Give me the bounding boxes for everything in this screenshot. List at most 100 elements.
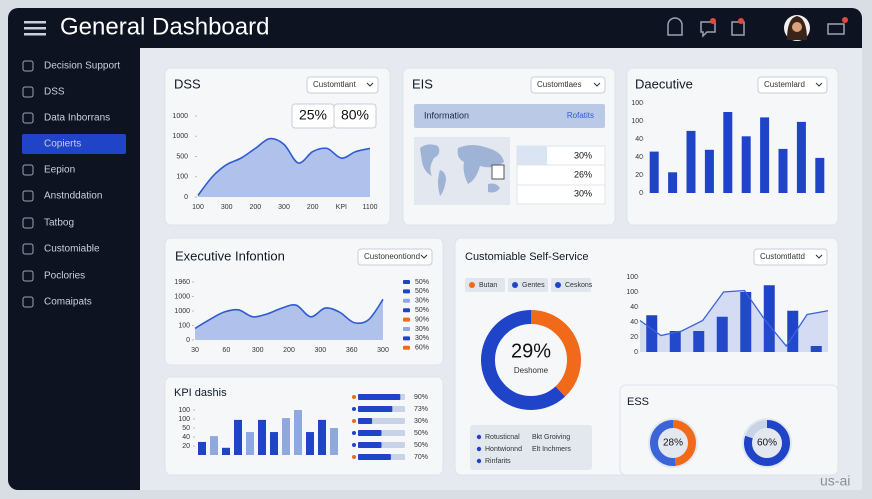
note: Hontwionnd <box>485 446 522 453</box>
sidebar-item[interactable]: Tatbog <box>44 218 74 229</box>
bar <box>796 121 806 193</box>
legend-swatch <box>403 317 410 322</box>
sidebar-icon <box>22 217 34 229</box>
bar <box>763 285 775 352</box>
bar <box>294 410 302 455</box>
dropdown-box <box>757 76 828 94</box>
table-value: 26% <box>574 169 592 179</box>
continent <box>457 145 504 184</box>
combo-line <box>639 289 829 348</box>
dropdown-label: Customtlattd <box>760 252 805 261</box>
bar <box>330 428 338 455</box>
legend-label: 30% <box>415 326 429 333</box>
dropdown[interactable]: Customtlaes <box>530 76 606 94</box>
donut-segment <box>650 420 696 466</box>
bar <box>198 441 206 455</box>
legend-chip <box>465 278 505 292</box>
panel-title: Executive Infontion <box>175 248 285 263</box>
bar <box>760 117 770 193</box>
panel-title: Customiable Self-Service <box>465 251 589 263</box>
x-tick-label: 200 <box>307 204 319 211</box>
legend-swatch <box>403 289 410 294</box>
donut-value: 29% <box>511 340 551 362</box>
dropdown[interactable]: Custemlard <box>757 76 828 94</box>
stat-box <box>333 103 377 129</box>
legend-swatch <box>403 345 410 350</box>
y-tick-label: 0 <box>186 337 190 344</box>
sidebar-item[interactable]: DSS <box>44 87 65 98</box>
sidebar-item[interactable]: Comaipats <box>44 297 92 308</box>
y-tick-label: 1960 <box>174 279 190 286</box>
list-label: 73% <box>414 406 428 413</box>
menu-line <box>24 27 46 30</box>
sidebar-item[interactable]: Customiable <box>44 244 100 255</box>
legend-dot <box>555 282 561 288</box>
chevron <box>593 82 601 87</box>
menu-button[interactable] <box>24 21 46 36</box>
sidebar-item[interactable]: Copierts <box>44 139 81 150</box>
legend-chip <box>508 278 548 292</box>
app-title: General Dashboard <box>60 13 269 40</box>
note: Bkt Groiving <box>532 434 570 441</box>
legend-label: Butan <box>479 282 497 289</box>
list-dot <box>352 431 356 435</box>
avatar[interactable] <box>784 15 810 41</box>
panel-title: DSS <box>174 76 201 91</box>
icon[interactable] <box>700 21 716 38</box>
sidebar-icon <box>22 112 34 124</box>
icon[interactable] <box>667 17 683 36</box>
legend-dot <box>512 282 518 288</box>
sidebar-icon <box>22 60 34 72</box>
sidebar-item[interactable]: Decision Support <box>44 61 120 72</box>
dropdown-box <box>357 248 433 266</box>
info-link[interactable]: Rofatits <box>567 111 594 120</box>
sidebar-item[interactable]: Data Inborrans <box>44 113 110 124</box>
x-tick-label: 300 <box>221 204 233 211</box>
menu-line <box>24 21 46 24</box>
bar <box>646 315 658 352</box>
x-tick-label: 300 <box>278 204 290 211</box>
list-dot <box>352 395 356 399</box>
donut-segment <box>744 420 790 466</box>
bar <box>222 447 230 455</box>
bar <box>270 432 278 455</box>
list-dot <box>352 455 356 459</box>
dropdown[interactable]: Customtlant <box>306 76 379 94</box>
y-tick-label: 40 <box>630 319 638 326</box>
bar <box>210 436 218 455</box>
table-value: 30% <box>574 188 592 198</box>
note: Rotusticnal <box>485 434 520 441</box>
y-tick-label: 1000 <box>174 293 190 300</box>
sidebar-icon <box>22 243 34 255</box>
sidebar-icon <box>22 270 34 282</box>
sidebar-item[interactable]: Anstnddation <box>44 191 102 202</box>
table-value: 30% <box>574 150 592 160</box>
bar <box>668 172 678 193</box>
list-bar <box>358 406 393 412</box>
area-line <box>194 298 384 330</box>
bar <box>741 136 751 193</box>
y-tick-label: 100 <box>626 289 638 296</box>
x-tick-label: 300 <box>377 347 389 354</box>
legend-swatch <box>403 280 410 284</box>
sidebar-item[interactable]: Poclories <box>44 271 85 282</box>
y-tick-label: 500 <box>176 153 188 160</box>
legend-label: 30% <box>415 298 429 305</box>
bar <box>282 418 290 455</box>
x-tick-label: KPI <box>336 204 347 211</box>
sidebar-item[interactable]: Eepion <box>44 165 75 176</box>
dropdown[interactable]: Custoneontiond <box>357 248 433 266</box>
x-tick-label: 300 <box>314 347 326 354</box>
note: Rinfarits <box>485 458 511 465</box>
continent <box>438 170 446 196</box>
dropdown[interactable]: Customtlattd <box>753 248 828 266</box>
bar <box>246 432 254 455</box>
bar <box>716 316 728 352</box>
icon[interactable] <box>827 23 845 35</box>
y-tick-label: 0 <box>634 349 638 356</box>
list-dot <box>352 443 356 447</box>
donut-value: 28% <box>663 438 683 449</box>
bar <box>306 432 314 455</box>
badge <box>738 18 744 24</box>
dropdown-box <box>530 76 606 94</box>
